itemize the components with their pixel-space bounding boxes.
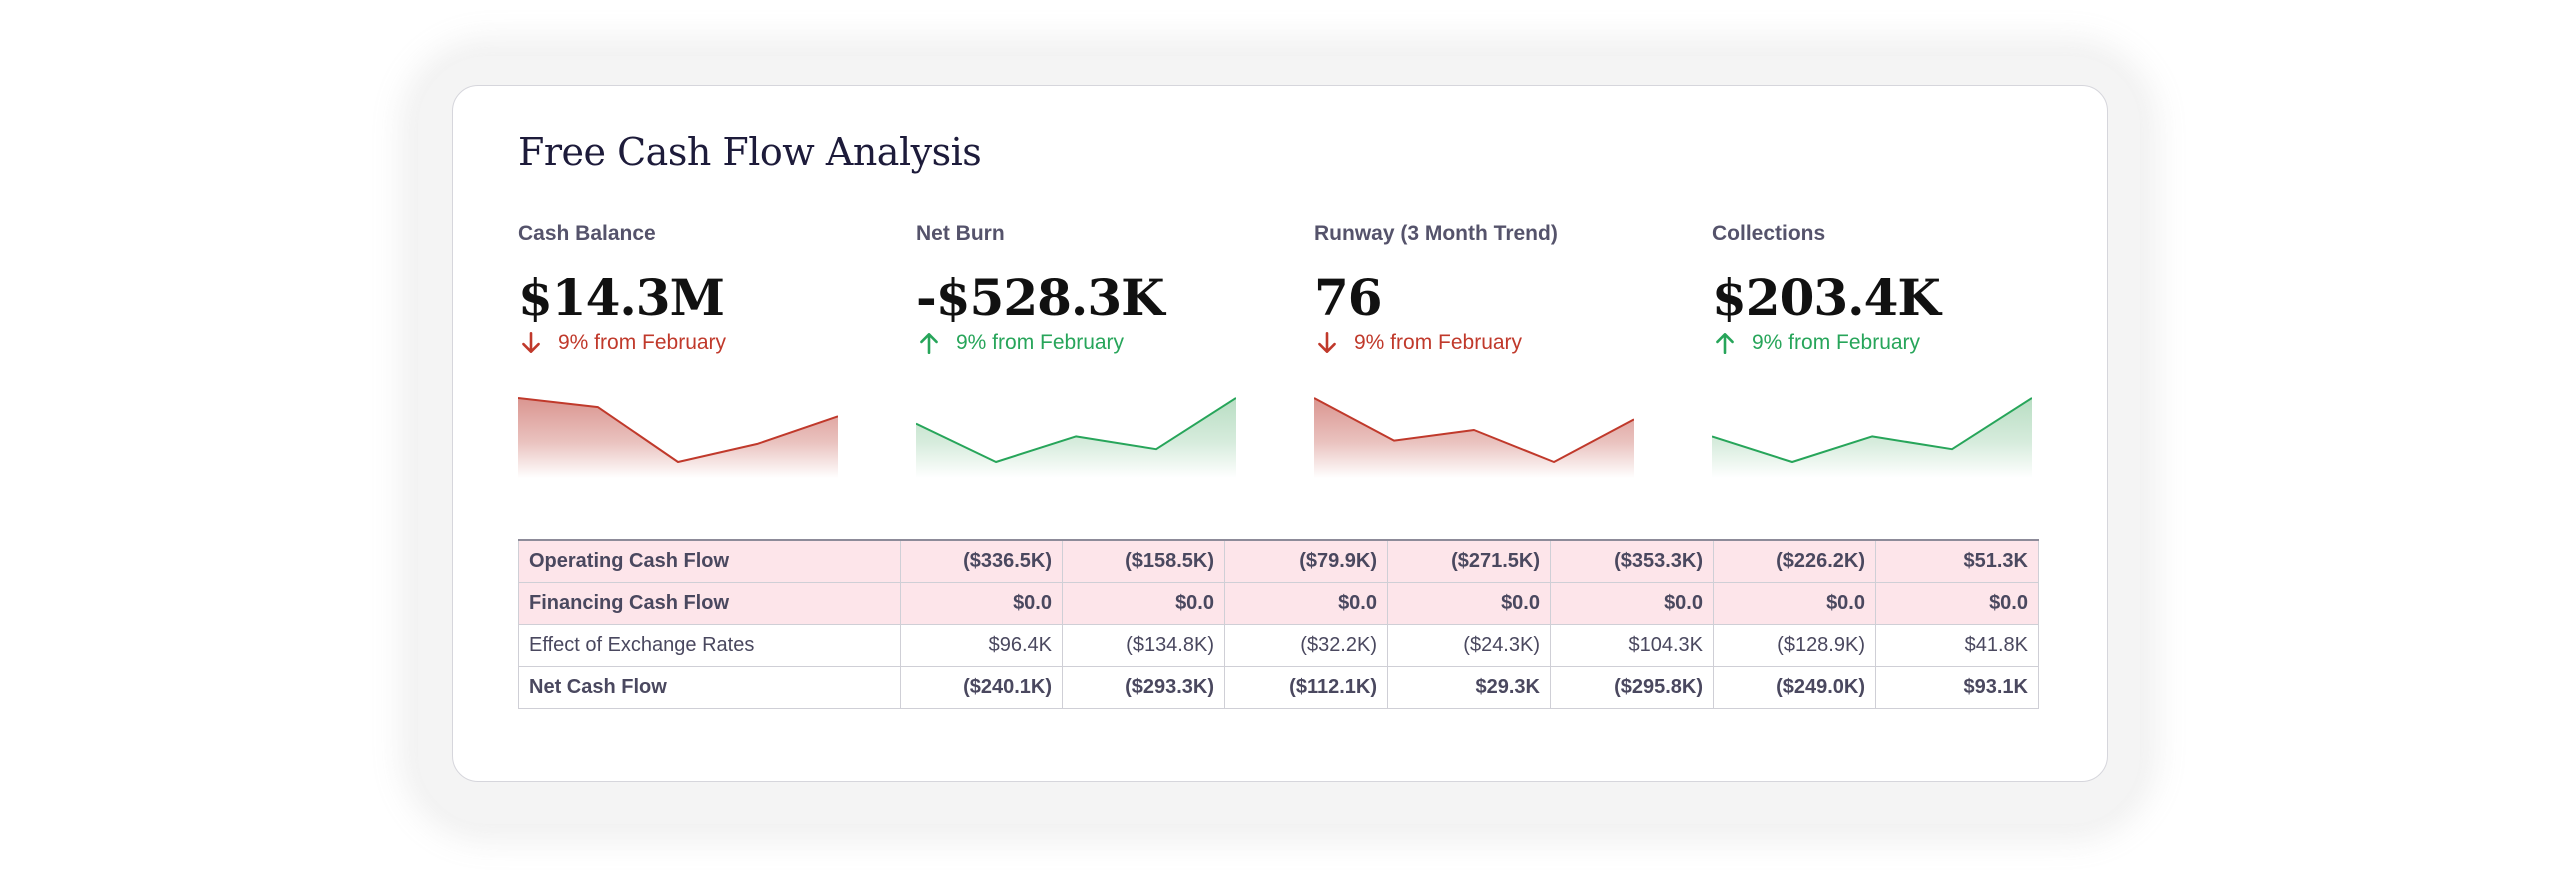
table-cell: ($134.8K) (1062, 623, 1225, 667)
kpi-label: Collections (1712, 222, 1826, 245)
table-cell: ($226.2K) (1713, 539, 1876, 583)
kpi-delta-text: 9% from February (1354, 331, 1523, 354)
sparkline-line (518, 397, 838, 463)
table-cell: ($128.9K) (1713, 623, 1876, 667)
kpi-delta: 9% from February (1712, 330, 2042, 356)
kpi-runway: Runway (3 Month Trend) 76 9% from Februa… (1314, 222, 1644, 356)
sparkline-cash-balance (518, 397, 838, 478)
kpi-value: -$528.3K (916, 268, 1165, 327)
kpi-delta-text: 9% from February (558, 331, 727, 354)
sparkline-line (1712, 397, 2032, 463)
arrow-up-icon (920, 333, 938, 355)
kpi-delta: 9% from February (1314, 330, 1644, 356)
sparkline-runway (1314, 397, 1634, 478)
sparkline-area (518, 398, 838, 478)
table-cell: $29.3K (1387, 665, 1551, 709)
kpi-label: Net Burn (916, 222, 1005, 245)
arrow-down-icon (522, 331, 540, 353)
arrow-up-icon (1716, 333, 1734, 355)
arrow-down-icon (1318, 331, 1336, 353)
table-cell: $0.0 (1713, 581, 1876, 625)
row-label: Net Cash Flow (518, 665, 901, 709)
sparkline-net-burn (916, 397, 1236, 478)
sparkline-line (1314, 397, 1634, 463)
table-cell: ($293.3K) (1062, 665, 1225, 709)
cash-flow-table: Operating Cash Flow ($336.5K) ($158.5K) ($7… (518, 539, 2039, 709)
row-label: Operating Cash Flow (518, 539, 901, 583)
table-cell: $51.3K (1875, 539, 2039, 583)
table-row: Effect of Exchange Rates $96.4K ($134.8K)(… (518, 623, 2039, 667)
kpi-net-burn: Net Burn -$528.3K 9% from February (916, 222, 1246, 356)
row-label: Financing Cash Flow (518, 581, 901, 625)
table-cell: ($295.8K) (1550, 665, 1714, 709)
table-cell: ($249.0K) (1713, 665, 1876, 709)
table-cell: ($240.1K) (900, 665, 1063, 709)
table-cell: ($112.1K) (1224, 665, 1388, 709)
kpi-delta: 9% from February (916, 330, 1246, 356)
table-cell: ($32.2K) (1224, 623, 1388, 667)
table-cell: $0.0 (1224, 581, 1388, 625)
kpi-collections: Collections $203.4K 9% from February (1712, 222, 2042, 356)
sparkline-area (916, 398, 1236, 478)
kpi-delta-text: 9% from February (956, 331, 1125, 354)
table-cell: ($353.3K) (1550, 539, 1714, 583)
table-cell: $0.0 (1062, 581, 1225, 625)
sparkline-area (1314, 398, 1634, 478)
kpi-delta: 9% from February (518, 330, 848, 356)
table-cell: ($336.5K) (900, 539, 1063, 583)
table-cell: $0.0 (1550, 581, 1714, 625)
sparkline-collections (1712, 397, 2032, 478)
table-cell: ($158.5K) (1062, 539, 1225, 583)
table-cell: $104.3K (1550, 623, 1714, 667)
table-cell: $0.0 (900, 581, 1063, 625)
sparkline-line (916, 397, 1236, 463)
table-cell: $0.0 (1875, 581, 2039, 625)
table-cell: ($24.3K) (1387, 623, 1551, 667)
table-row: Net Cash Flow ($240.1K) ($293.3K) ($112.1K)… (518, 665, 2039, 709)
table-row: Financing Cash Flow $0.0 $0.0 $0.0 $0.0 $0.0 $… (518, 581, 2039, 625)
table-cell: $0.0 (1387, 581, 1551, 625)
table-cell: ($79.9K) (1224, 539, 1388, 583)
kpi-label: Cash Balance (518, 222, 656, 245)
row-label: Effect of Exchange Rates (518, 623, 901, 667)
kpi-delta-text: 9% from February (1752, 331, 1921, 354)
table-cell: $96.4K (900, 623, 1063, 667)
kpi-value: $203.4K (1712, 268, 1941, 327)
kpi-label: Runway (3 Month Trend) (1314, 222, 1558, 245)
table-row: Operating Cash Flow ($336.5K) ($158.5K) ($7… (518, 539, 2039, 583)
sparkline-area (1712, 398, 2032, 478)
table-cell: $93.1K (1875, 665, 2039, 709)
page-title: Free Cash Flow Analysis (518, 130, 982, 174)
kpi-value: 76 (1314, 268, 1383, 327)
table-cell: $41.8K (1875, 623, 2039, 667)
kpi-value: $14.3M (518, 268, 725, 327)
table-cell: ($271.5K) (1387, 539, 1551, 583)
kpi-cash-balance: Cash Balance $14.3M 9% from February (518, 222, 848, 356)
